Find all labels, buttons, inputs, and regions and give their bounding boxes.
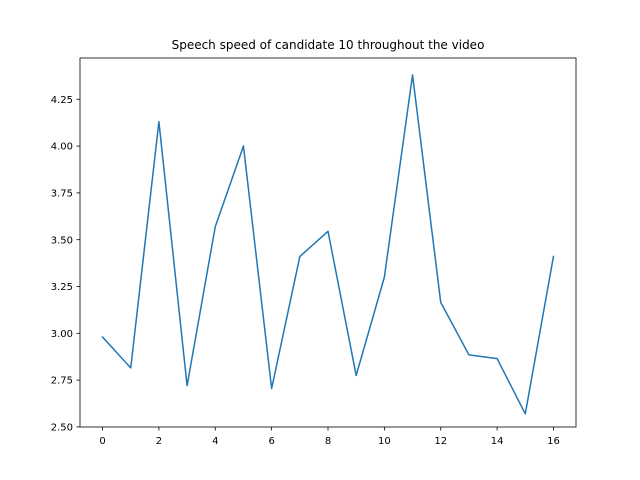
x-tick-label: 12 — [434, 436, 447, 447]
x-tick-label: 2 — [156, 436, 162, 447]
x-tick-label: 4 — [212, 436, 218, 447]
x-tick-label: 0 — [99, 436, 105, 447]
y-tick-label: 2.50 — [51, 423, 73, 434]
y-tick-label: 3.75 — [51, 188, 73, 199]
chart-title: Speech speed of candidate 10 throughout … — [172, 38, 485, 52]
y-axis: 2.50 2.75 3.00 3.25 3.50 3.75 4.00 4.25 — [51, 95, 80, 434]
x-tick-label: 14 — [491, 436, 504, 447]
y-tick-label: 3.25 — [51, 282, 73, 293]
series-line — [101, 74, 555, 415]
y-tick-label: 2.75 — [51, 376, 73, 387]
x-tick-label: 10 — [378, 436, 391, 447]
y-tick-label: 3.00 — [51, 329, 73, 340]
y-tick-label: 4.00 — [51, 142, 73, 153]
y-tick-label: 3.50 — [51, 235, 73, 246]
series-layer — [101, 74, 555, 415]
x-axis: 0 2 4 6 8 10 12 14 16 — [99, 427, 560, 447]
axes-frame — [79, 57, 577, 428]
x-tick-label: 8 — [325, 436, 331, 447]
y-tick-label: 4.25 — [51, 95, 73, 106]
x-tick-label: 6 — [268, 436, 274, 447]
x-tick-label: 16 — [547, 436, 560, 447]
